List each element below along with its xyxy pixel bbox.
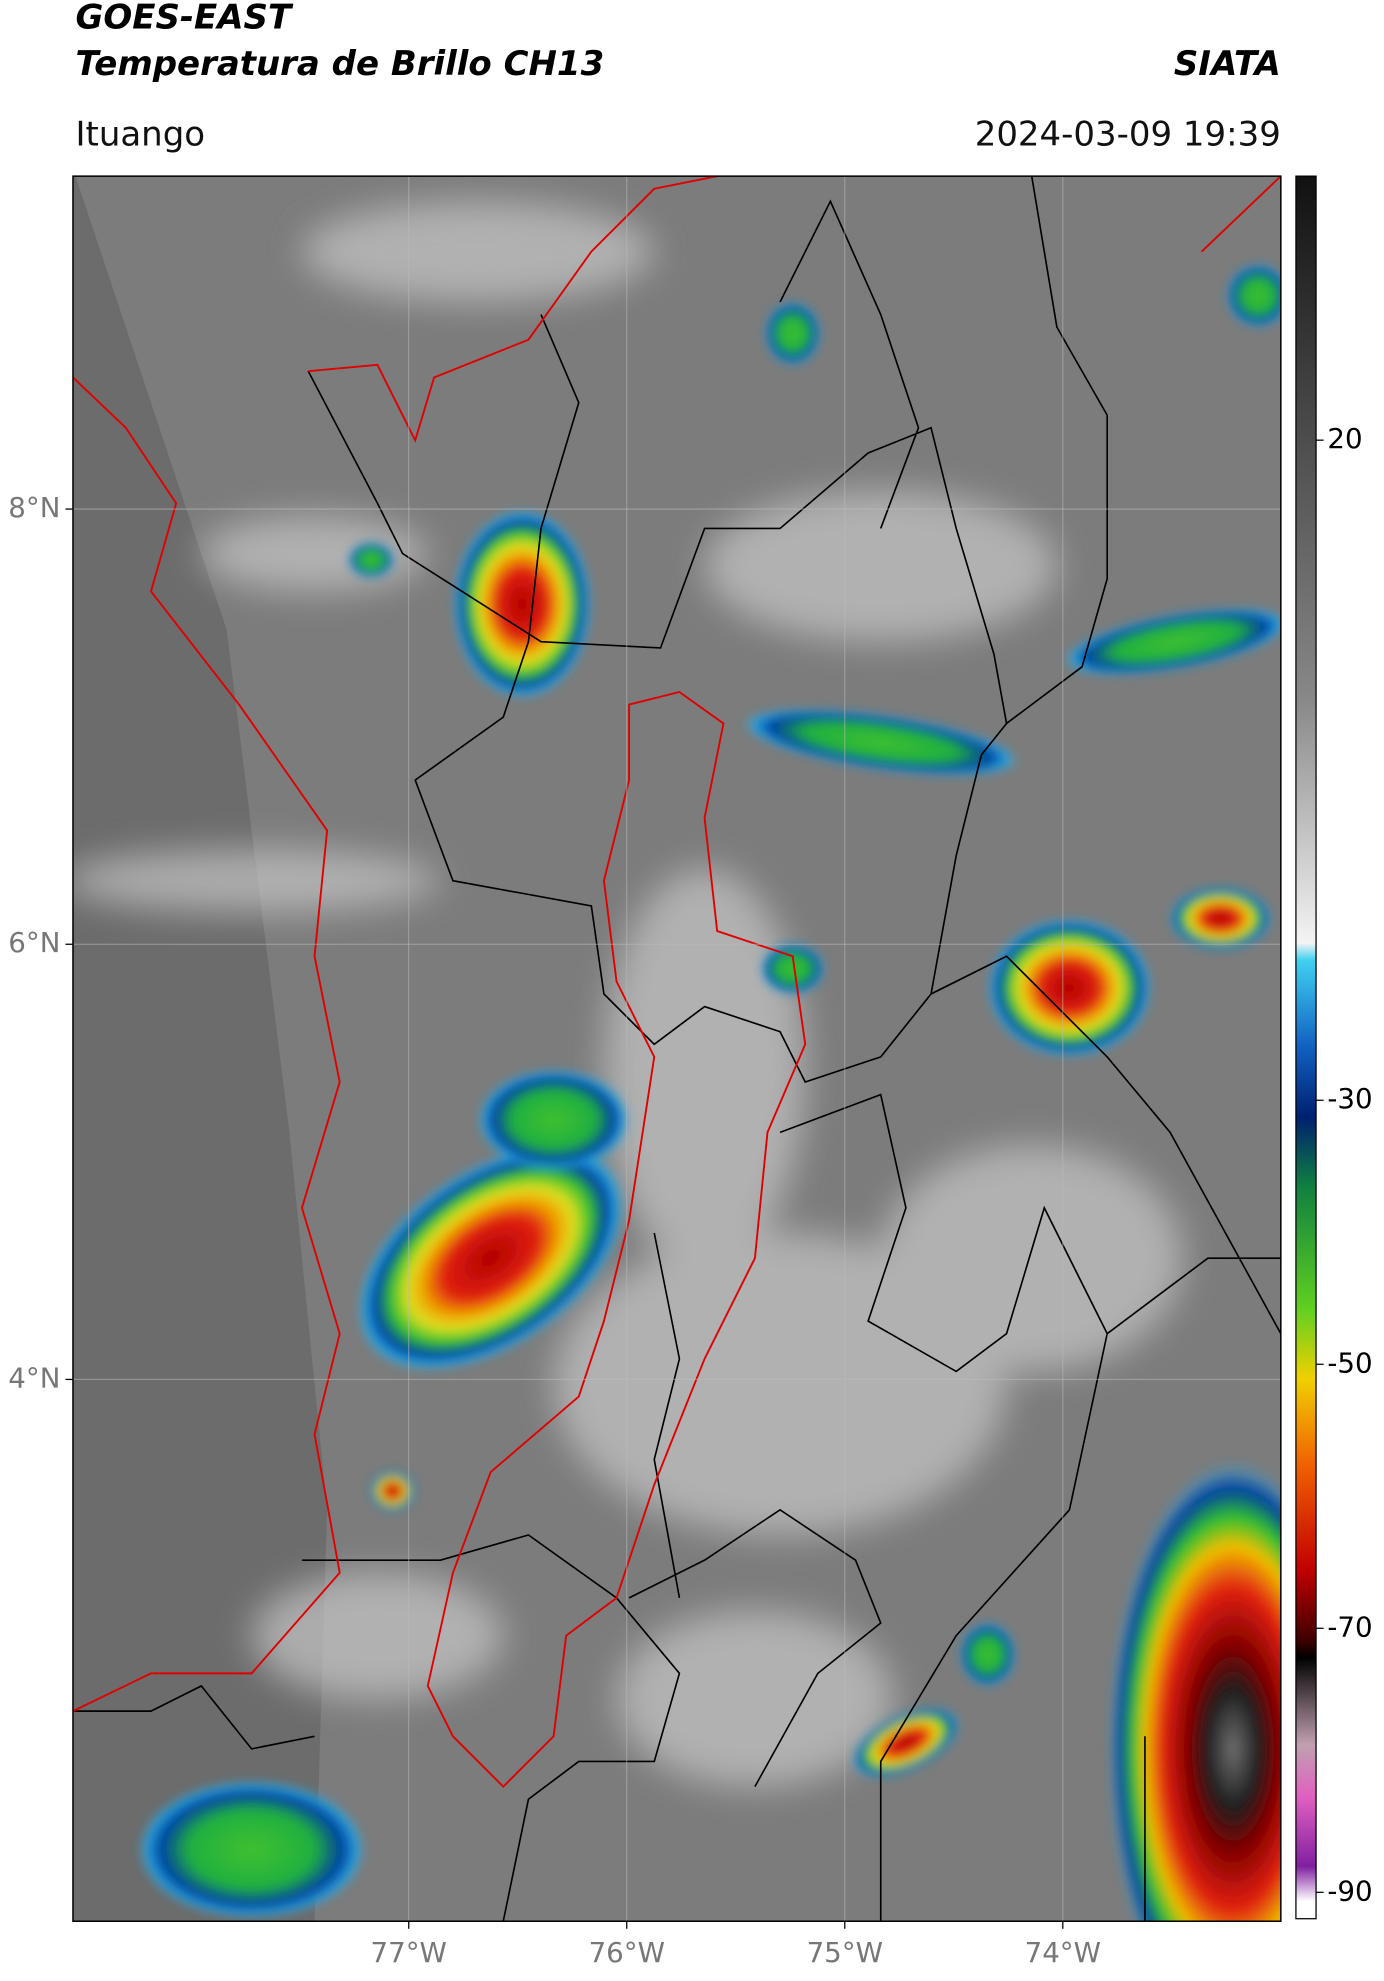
- colorbar-tick-label: -70: [1327, 1610, 1372, 1643]
- map-frame: [72, 175, 1282, 1922]
- y-tick-label: 8°N: [8, 491, 60, 524]
- title: GOES-EAST: [75, 0, 293, 37]
- timestamp: 2024-03-09 19:39: [975, 114, 1281, 154]
- colorbar-tick-label: -50: [1327, 1346, 1372, 1379]
- x-tick-label: 74°W: [1025, 1936, 1101, 1969]
- x-tick-label: 76°W: [589, 1936, 665, 1969]
- y-tick-label: 6°N: [8, 926, 60, 959]
- satellite-image: [72, 176, 1281, 1922]
- colorbar-tick-label: -30: [1327, 1082, 1372, 1115]
- colorbar-tick-label: -90: [1327, 1874, 1372, 1907]
- location: Ituango: [75, 114, 205, 154]
- colorbar-tick-label: 20: [1327, 422, 1362, 455]
- y-tick-label: 4°N: [8, 1361, 60, 1394]
- subtitle: Temperatura de Brillo CH13: [75, 44, 604, 84]
- agency: SIATA: [1174, 44, 1281, 84]
- x-tick-label: 75°W: [807, 1936, 883, 1969]
- x-tick-label: 77°W: [371, 1936, 447, 1969]
- colorbar: [1295, 175, 1317, 1920]
- grid: [72, 176, 1281, 1922]
